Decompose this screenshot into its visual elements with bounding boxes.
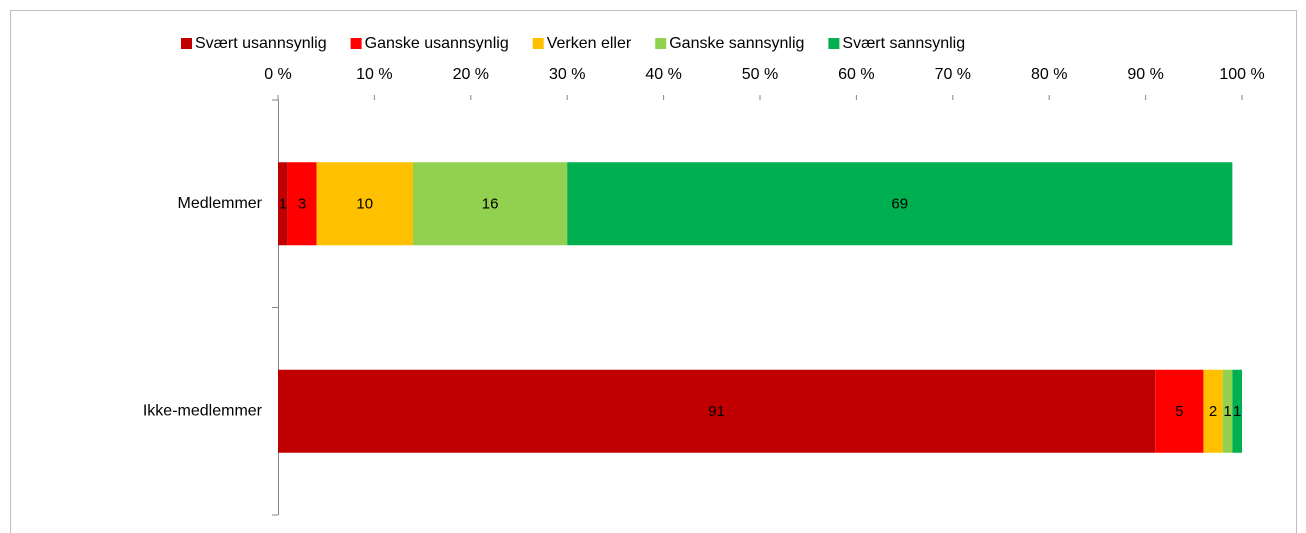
legend-swatch bbox=[655, 38, 667, 49]
data-label: 1 bbox=[1233, 403, 1241, 420]
legend-label: Svært usannsynlig bbox=[195, 35, 327, 52]
bar-segment bbox=[278, 369, 1156, 453]
data-label: 91 bbox=[708, 403, 725, 420]
x-tick-label: 90 % bbox=[1127, 66, 1163, 83]
data-label: 5 bbox=[1175, 403, 1183, 420]
x-tick-label: 100 % bbox=[1219, 66, 1264, 83]
data-label: 1 bbox=[279, 196, 287, 213]
legend-swatch bbox=[181, 38, 192, 49]
bar-segment bbox=[567, 162, 1233, 246]
x-tick-label: 0 % bbox=[264, 66, 292, 83]
legend-swatch bbox=[532, 38, 544, 49]
legend-label: Verken eller bbox=[547, 35, 632, 52]
bar-segment bbox=[1222, 369, 1233, 453]
bar-segment bbox=[1155, 369, 1204, 453]
data-label: 3 bbox=[298, 196, 306, 213]
x-tick-label: 80 % bbox=[1031, 66, 1067, 83]
data-label: 1 bbox=[1223, 403, 1231, 420]
bar-segment bbox=[316, 162, 413, 246]
bar-segment bbox=[287, 162, 317, 246]
legend-label: Ganske usannsynlig bbox=[365, 35, 509, 52]
x-tick-label: 60 % bbox=[838, 66, 874, 83]
x-tick-label: 30 % bbox=[549, 66, 585, 83]
bar-segment bbox=[1232, 369, 1242, 453]
data-label: 10 bbox=[356, 196, 373, 213]
legend-label: Ganske sannsynlig bbox=[669, 35, 804, 52]
bar-segment bbox=[1203, 369, 1223, 453]
x-tick-label: 40 % bbox=[645, 66, 681, 83]
legend-label: Svært sannsynlig bbox=[842, 35, 965, 52]
y-tick-label: Medlemmer bbox=[178, 195, 263, 212]
bar-segment bbox=[278, 162, 288, 246]
data-label: 16 bbox=[482, 196, 499, 213]
bar-segment bbox=[412, 162, 568, 246]
x-tick-label: 70 % bbox=[935, 66, 971, 83]
y-tick-label: Ikke-medlemmer bbox=[143, 402, 263, 419]
legend-swatch bbox=[350, 38, 362, 49]
data-label: 2 bbox=[1209, 403, 1217, 420]
data-label: 69 bbox=[891, 196, 908, 213]
x-tick-label: 10 % bbox=[356, 66, 392, 83]
x-tick-label: 50 % bbox=[742, 66, 778, 83]
legend-swatch bbox=[828, 38, 840, 49]
x-tick-label: 20 % bbox=[453, 66, 489, 83]
chart-frame bbox=[10, 10, 1297, 533]
